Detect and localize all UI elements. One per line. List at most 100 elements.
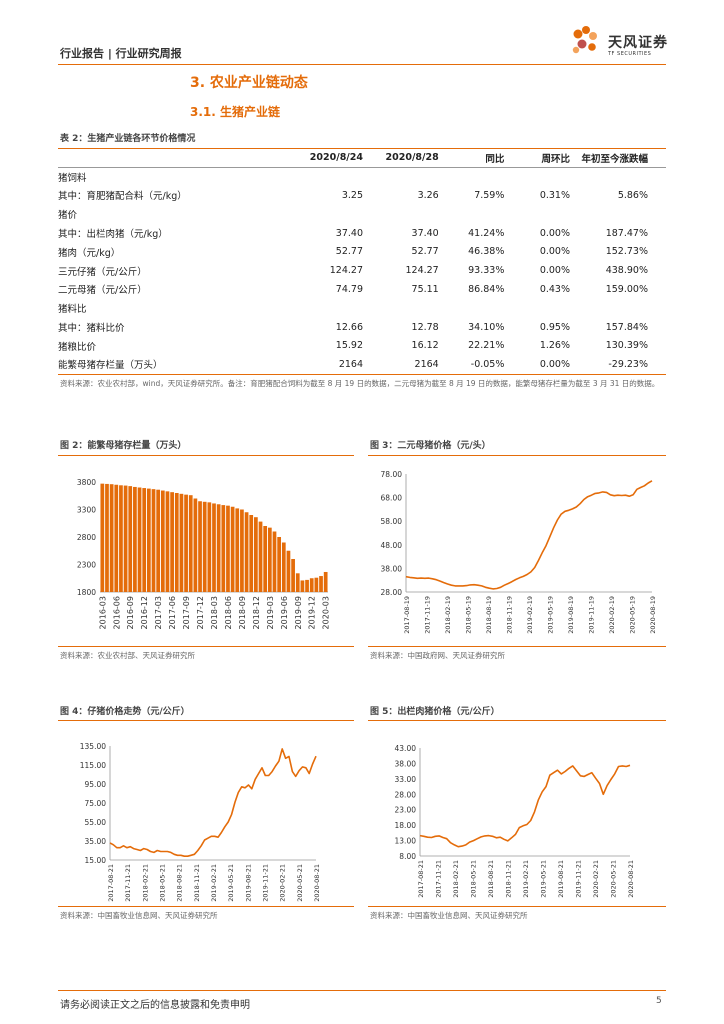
table-cell: 74.79 bbox=[335, 283, 363, 295]
table-row: 猪饲料 bbox=[58, 167, 666, 186]
figure-4-source: 资料来源：中国畜牧业信息网、天风证券研究所 bbox=[60, 911, 218, 920]
piglet-price-chart: 15.00 35.00 55.00 75.00 95.00 115.00 135.00 201… bbox=[80, 742, 321, 902]
bar bbox=[226, 505, 230, 592]
table-cell: 52.77 bbox=[335, 246, 363, 258]
figure-5-source: 资料来源：中国畜牧业信息网、天风证券研究所 bbox=[370, 911, 528, 920]
x-tick-label: 2020-08-21 bbox=[627, 860, 635, 898]
table-header-cell: 2020/8/24 bbox=[285, 148, 363, 168]
bar bbox=[319, 576, 323, 592]
x-tick-label: 2019-11-19 bbox=[588, 596, 596, 634]
y-tick-label: 28.00 bbox=[381, 588, 403, 597]
bar bbox=[323, 571, 328, 592]
series-line bbox=[419, 764, 631, 848]
x-tick-label: 2017-11-21 bbox=[435, 860, 443, 898]
table-cell: 0.00% bbox=[539, 358, 571, 370]
table-cell: 187.47% bbox=[605, 227, 648, 239]
table-note: 资料来源：农业农村部，wind，天风证券研究所。备注：育肥猪配合饲料为截至 8 … bbox=[60, 379, 660, 388]
x-tick-label: 2019-08-19 bbox=[567, 596, 575, 634]
figure-5-top-rule bbox=[368, 720, 666, 721]
y-tick-label: 23.00 bbox=[395, 806, 417, 815]
row-label: 猪粮比价 bbox=[58, 341, 97, 353]
y-tick-label: 13.00 bbox=[395, 837, 417, 846]
table-header-cell: 2020/8/28 bbox=[363, 148, 439, 168]
table-cell: 159.00% bbox=[605, 283, 648, 295]
table-cell bbox=[285, 167, 363, 186]
price-table: 2020/8/24 2020/8/28 同比 周环比 年初至今涨跌幅 猪饲料 其中… bbox=[58, 148, 666, 375]
binary-sow-price-chart: 28.00 38.00 48.00 58.00 68.00 78.00 2017-08-19… bbox=[381, 470, 657, 634]
bar bbox=[286, 550, 291, 592]
table-cell bbox=[439, 205, 505, 224]
table-cell: 16.12 bbox=[411, 340, 439, 352]
y-tick-label: 38.00 bbox=[395, 759, 417, 768]
bar bbox=[193, 498, 198, 592]
table-row: 猪粮比价 15.92 16.12 22.21% 1.26% 130.39% bbox=[58, 336, 666, 355]
breeding-sow-inventory-chart: 1800 2300 2800 3300 3800 2016-03 2016-06 2016-0… bbox=[77, 478, 331, 629]
x-tick-label: 2018-09 bbox=[238, 596, 247, 629]
row-label: 猪肉（元/kg） bbox=[58, 247, 121, 259]
x-tick-label: 2019-08-21 bbox=[244, 864, 252, 902]
bar bbox=[170, 492, 174, 592]
figure-4-bottom-rule bbox=[58, 906, 354, 907]
bar bbox=[314, 577, 319, 592]
figure-3-caption: 图 3：二元母猪价格（元/头） bbox=[370, 441, 491, 451]
bar bbox=[212, 503, 216, 592]
y-tick-label: 135.00 bbox=[80, 742, 106, 751]
table-cell bbox=[363, 299, 439, 318]
header-divider bbox=[58, 64, 666, 65]
table-cell: 157.84% bbox=[605, 321, 648, 333]
row-label: 猪饲料 bbox=[58, 172, 87, 184]
table-cell: 5.86% bbox=[617, 189, 648, 201]
table-row: 其中：出栏肉猪（元/kg） 37.40 37.40 41.24% 0.00% 187.47… bbox=[58, 224, 666, 243]
table-cell: 2164 bbox=[338, 358, 363, 370]
bar bbox=[188, 495, 193, 592]
table-cell: 0.00% bbox=[539, 227, 571, 239]
table-cell: -0.05% bbox=[470, 358, 505, 370]
bar bbox=[267, 527, 272, 592]
table-cell: 46.38% bbox=[468, 246, 505, 258]
bar bbox=[244, 512, 249, 592]
footer-divider bbox=[58, 990, 666, 991]
bar bbox=[221, 505, 226, 592]
table-cell bbox=[504, 167, 570, 186]
y-tick-label: 48.00 bbox=[381, 541, 403, 550]
table-cell bbox=[439, 167, 505, 186]
table-row: 二元母猪（元/公斤） 74.79 75.11 86.84% 0.43% 159.00% bbox=[58, 280, 666, 299]
table-cell: 124.27 bbox=[405, 265, 439, 277]
x-tick-label: 2018-08-21 bbox=[176, 864, 184, 902]
y-tick-label: 78.00 bbox=[381, 470, 403, 479]
figure-3-top-rule bbox=[368, 455, 666, 456]
table-cell: 12.66 bbox=[335, 321, 363, 333]
x-tick-label: 2017-11-21 bbox=[124, 864, 132, 902]
x-tick-label: 2020-02-21 bbox=[279, 864, 287, 902]
y-tick-label: 18.00 bbox=[395, 821, 417, 830]
table-cell: 7.59% bbox=[474, 189, 505, 201]
table-cell: 34.10% bbox=[468, 321, 505, 333]
table-header-cell: 年初至今涨跌幅 bbox=[570, 148, 666, 168]
subsection-title: 3.1. 生猪产业链 bbox=[190, 105, 280, 119]
report-type-header: 行业报告 | 行业研究周报 bbox=[60, 47, 182, 60]
bar bbox=[151, 489, 156, 592]
bar bbox=[128, 486, 133, 592]
x-tick-label: 2020-05-21 bbox=[296, 864, 304, 902]
x-tick-label: 2020-03 bbox=[322, 596, 331, 629]
x-tick-label: 2016-06 bbox=[112, 596, 121, 629]
x-tick-label: 2018-02-21 bbox=[141, 864, 149, 902]
y-tick-label: 3800 bbox=[77, 478, 96, 487]
x-tick-label: 2019-02-19 bbox=[526, 596, 534, 634]
bar bbox=[295, 573, 300, 592]
y-tick-label: 68.00 bbox=[381, 494, 403, 503]
x-tick-label: 2018-05-21 bbox=[470, 860, 478, 898]
table-row: 猪价 bbox=[58, 205, 666, 224]
figure-4-caption: 图 4：仔猪价格走势（元/公斤） bbox=[60, 707, 190, 717]
bar bbox=[137, 487, 142, 592]
bar bbox=[105, 483, 109, 592]
x-tick-label: 2018-02-19 bbox=[444, 596, 452, 634]
row-label: 二元母猪（元/公斤） bbox=[58, 285, 147, 297]
page-number: 5 bbox=[656, 996, 662, 1006]
table-cell bbox=[363, 167, 439, 186]
table-row: 三元仔猪（元/公斤） 124.27 124.27 93.33% 0.00% 438.90% bbox=[58, 261, 666, 280]
table-cell: 0.43% bbox=[539, 283, 571, 295]
table-cell: 86.84% bbox=[468, 283, 505, 295]
row-label: 能繁母猪存栏量（万头） bbox=[58, 360, 163, 372]
figure-4-top-rule bbox=[58, 720, 354, 721]
